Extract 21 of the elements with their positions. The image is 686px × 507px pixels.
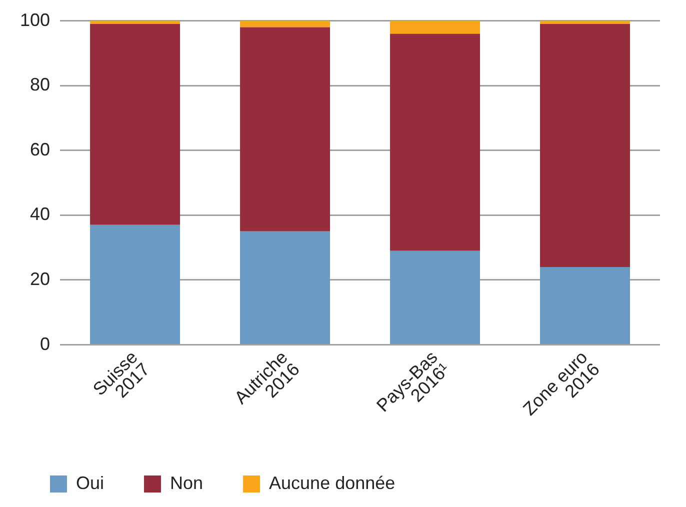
legend-label: Non [170,472,204,493]
legend-label: Aucune donnée [269,472,396,493]
bar [540,267,630,344]
bar [90,20,180,24]
bar [240,231,330,344]
bar [540,24,630,268]
bar [390,34,480,251]
y-tick-label: 40 [30,204,50,224]
bar [90,224,180,344]
y-tick-label: 0 [40,334,50,354]
bar [240,27,330,232]
bar [240,20,330,28]
bar [390,250,480,344]
bar [90,24,180,225]
y-tick-label: 80 [30,74,50,95]
y-tick-label: 60 [30,139,50,160]
y-tick-label: 100 [20,10,50,30]
bar [540,20,630,24]
legend-label: Oui [76,472,104,493]
y-tick-label: 20 [30,268,50,289]
bar [390,20,480,34]
